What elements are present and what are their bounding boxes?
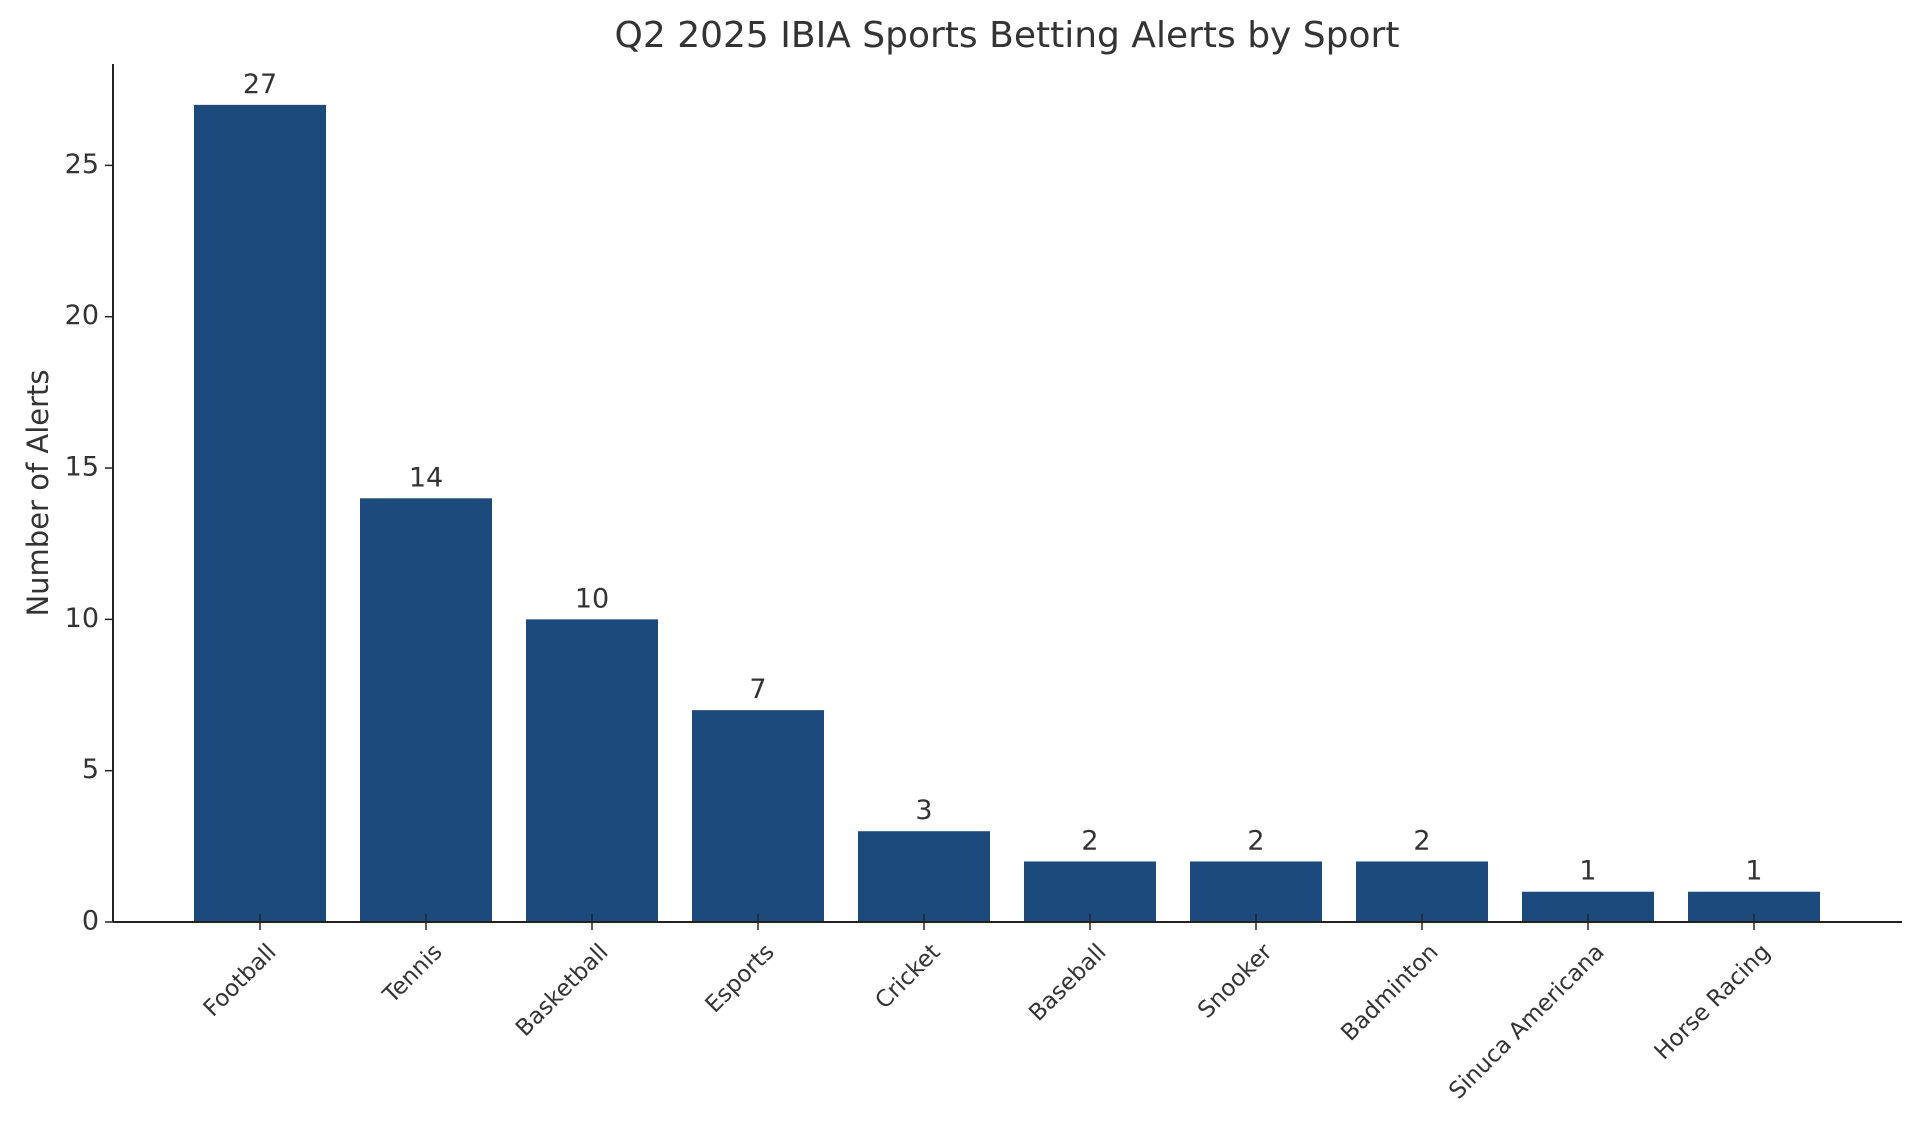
value-label: 7 — [749, 674, 766, 705]
value-label: 2 — [1247, 825, 1264, 856]
bar — [526, 619, 658, 922]
bar — [1356, 861, 1488, 922]
value-label: 3 — [915, 795, 932, 826]
value-label: 14 — [409, 462, 443, 493]
bar — [360, 498, 492, 922]
bar — [692, 710, 824, 922]
value-label: 27 — [243, 69, 277, 100]
bar — [1024, 861, 1156, 922]
x-tick-label: Cricket — [870, 939, 945, 1014]
value-label: 1 — [1579, 856, 1596, 887]
x-tick-label: Football — [199, 939, 282, 1022]
y-tick-label: 25 — [65, 149, 99, 180]
y-axis-label: Number of Alerts — [21, 369, 55, 616]
value-label: 2 — [1413, 825, 1430, 856]
y-tick-label: 20 — [65, 300, 99, 331]
x-tick-label: Tennis — [378, 939, 448, 1009]
x-tick-label: Horse Racing — [1650, 939, 1776, 1065]
value-label: 2 — [1081, 825, 1098, 856]
bar — [194, 104, 326, 923]
y-tick-label: 10 — [65, 603, 99, 634]
x-tick-label: Baseball — [1024, 939, 1111, 1026]
y-tick-label: 0 — [82, 906, 99, 937]
value-label: 10 — [575, 583, 609, 614]
x-tick-label: Badminton — [1336, 939, 1443, 1046]
bar — [858, 831, 990, 922]
y-tick-label: 5 — [82, 754, 99, 785]
y-tick-label: 15 — [65, 452, 99, 483]
x-tick-label: Esports — [701, 939, 780, 1018]
x-tick-label: Basketball — [511, 939, 614, 1042]
x-tick-label: Sinuca Americana — [1444, 939, 1609, 1104]
chart-title: Q2 2025 IBIA Sports Betting Alerts by Sp… — [615, 15, 1400, 56]
x-tick-label: Snooker — [1193, 939, 1278, 1024]
value-label: 1 — [1745, 856, 1762, 887]
bar — [1190, 861, 1322, 922]
